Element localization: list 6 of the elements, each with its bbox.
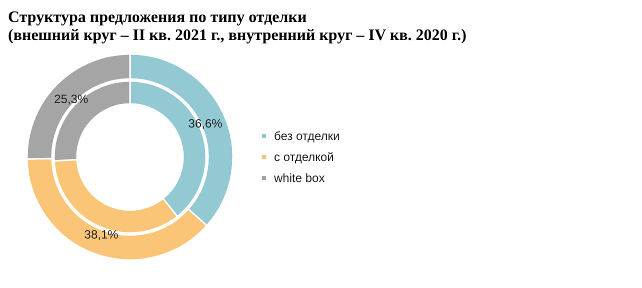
chart-subtitle: (внешний круг – II кв. 2021 г., внутренний круг – IV кв. 2020 г.) [8, 27, 466, 44]
legend-label: white box [273, 171, 325, 185]
data-label: 38,1% [84, 227, 119, 242]
legend-label: с отделкой [274, 150, 334, 164]
legend-label: без отделки [274, 129, 340, 143]
chart-title: Структура предложения по типу отделки [8, 9, 307, 26]
